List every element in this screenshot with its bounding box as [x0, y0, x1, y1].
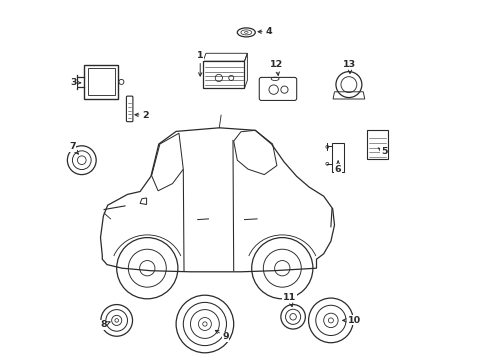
Text: 1: 1: [197, 51, 203, 76]
Text: 4: 4: [258, 27, 271, 36]
Text: 7: 7: [69, 143, 78, 154]
Text: 9: 9: [215, 330, 228, 341]
Text: 6: 6: [334, 161, 341, 174]
Text: 2: 2: [135, 111, 148, 120]
Text: 3: 3: [70, 78, 81, 87]
Text: 5: 5: [377, 148, 386, 156]
Text: 8: 8: [100, 320, 110, 329]
Text: 12: 12: [270, 60, 283, 75]
Text: 11: 11: [282, 292, 296, 307]
Text: 10: 10: [342, 316, 360, 325]
Text: 13: 13: [343, 60, 356, 73]
